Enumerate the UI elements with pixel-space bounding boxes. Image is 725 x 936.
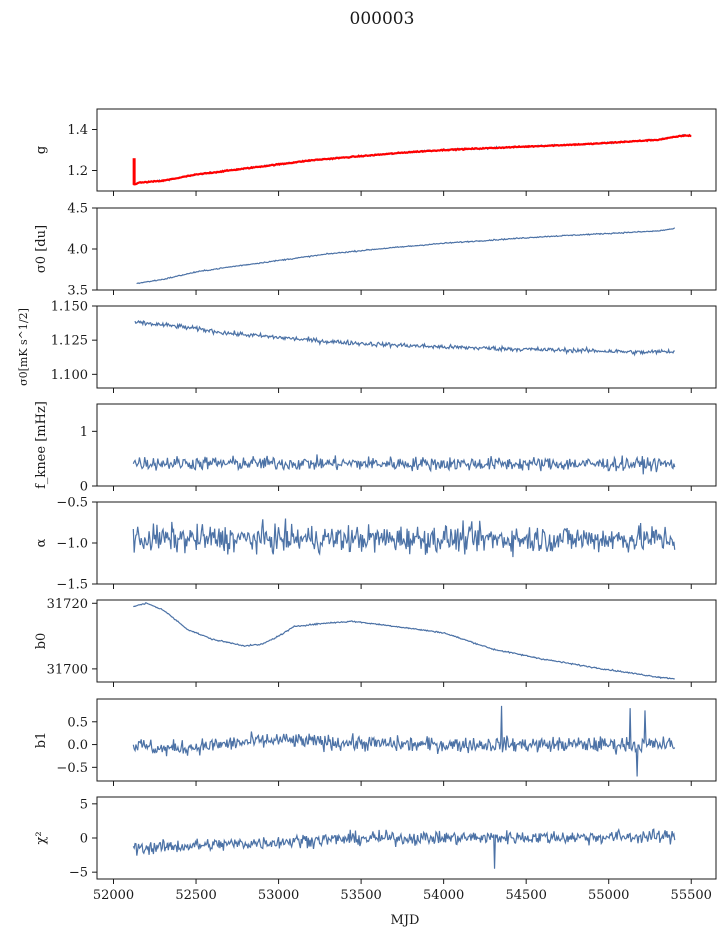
series-line [134, 319, 675, 357]
y-axis-label: f_knee [mHz] [34, 401, 49, 489]
y-tick-label: 4.0 [67, 243, 88, 258]
y-axis-label: α [34, 538, 49, 547]
series-line [136, 227, 676, 285]
y-tick-label: 1.2 [67, 164, 88, 179]
y-axis-label: g [34, 146, 49, 154]
y-tick-label: 1.4 [67, 123, 88, 138]
panel-4: 0 1 f_knee [mHz] [34, 401, 717, 495]
panel-7: −0.5 0.0 0.5 b1 [34, 698, 717, 786]
panel-5: −1.5 −1.0 −0.5 α [34, 496, 717, 593]
y-tick-label: 3.5 [67, 284, 88, 299]
y-tick-label: −1.5 [56, 578, 88, 593]
x-tick-label: 54500 [505, 888, 546, 903]
panel-frame [96, 796, 717, 880]
panel-2: 3.5 4.0 4.5 σ0 [du] [34, 202, 717, 299]
y-tick-label: 1.125 [51, 334, 88, 349]
panels-group: 1.2 1.4 g 3.5 4.0 4.5 σ0 [du] 1.100 1.125 1.150 σ0… [17, 108, 717, 903]
x-tick-label: 53500 [340, 888, 381, 903]
x-tick-label: 53000 [258, 888, 299, 903]
y-axis-label: b0 [34, 633, 49, 650]
panel-frame [96, 599, 717, 683]
series-line [133, 602, 675, 680]
panel-frame [96, 108, 717, 192]
panel-8: −5 0 5 52000 52500 53000 53500 54000 54500 55000 5… [34, 796, 717, 903]
y-axis-label: σ0[mK s^1/2] [17, 308, 30, 386]
y-tick-label: 31700 [47, 662, 88, 677]
y-tick-label: 5 [80, 797, 88, 812]
series-line [132, 518, 676, 558]
x-tick-label: 55500 [671, 888, 712, 903]
y-tick-label: −0.5 [56, 496, 88, 511]
y-tick-label: 0.5 [67, 715, 88, 730]
panel-6: 31700 31720 b0 [34, 597, 717, 687]
model-line [132, 133, 692, 186]
panel-frame [96, 207, 717, 291]
y-tick-label: −5 [69, 866, 88, 881]
y-axis-label: σ0 [du] [34, 225, 49, 273]
x-tick-label: 54000 [423, 888, 464, 903]
y-tick-label: −0.5 [56, 761, 88, 776]
x-axis-label: MJD [391, 913, 420, 928]
y-tick-label: 1.150 [51, 300, 88, 315]
y-tick-label: −1.0 [56, 537, 88, 552]
y-axis-label: χ² [34, 831, 49, 844]
y-tick-label: 0 [80, 480, 88, 495]
y-tick-label: 4.5 [67, 202, 88, 217]
x-tick-label: 52000 [93, 888, 134, 903]
y-tick-label: 31720 [47, 597, 88, 612]
y-tick-label: 0 [80, 832, 88, 847]
panel-1: 1.2 1.4 g [34, 108, 717, 196]
panel-frame [96, 698, 717, 782]
panel-frame [96, 403, 717, 487]
series-line [132, 827, 676, 869]
series-line [132, 705, 676, 777]
y-tick-label: 1 [80, 425, 88, 440]
x-tick-label: 52500 [175, 888, 216, 903]
y-axis-label: b1 [34, 732, 49, 749]
x-tick-label: 55000 [588, 888, 629, 903]
series-line [132, 454, 676, 475]
panel-frame [96, 305, 717, 389]
y-tick-label: 1.100 [51, 368, 88, 383]
panel-3: 1.100 1.125 1.150 σ0[mK s^1/2] [17, 300, 717, 393]
y-tick-label: 0.0 [67, 738, 88, 753]
figure-title: 000003 [350, 9, 415, 29]
